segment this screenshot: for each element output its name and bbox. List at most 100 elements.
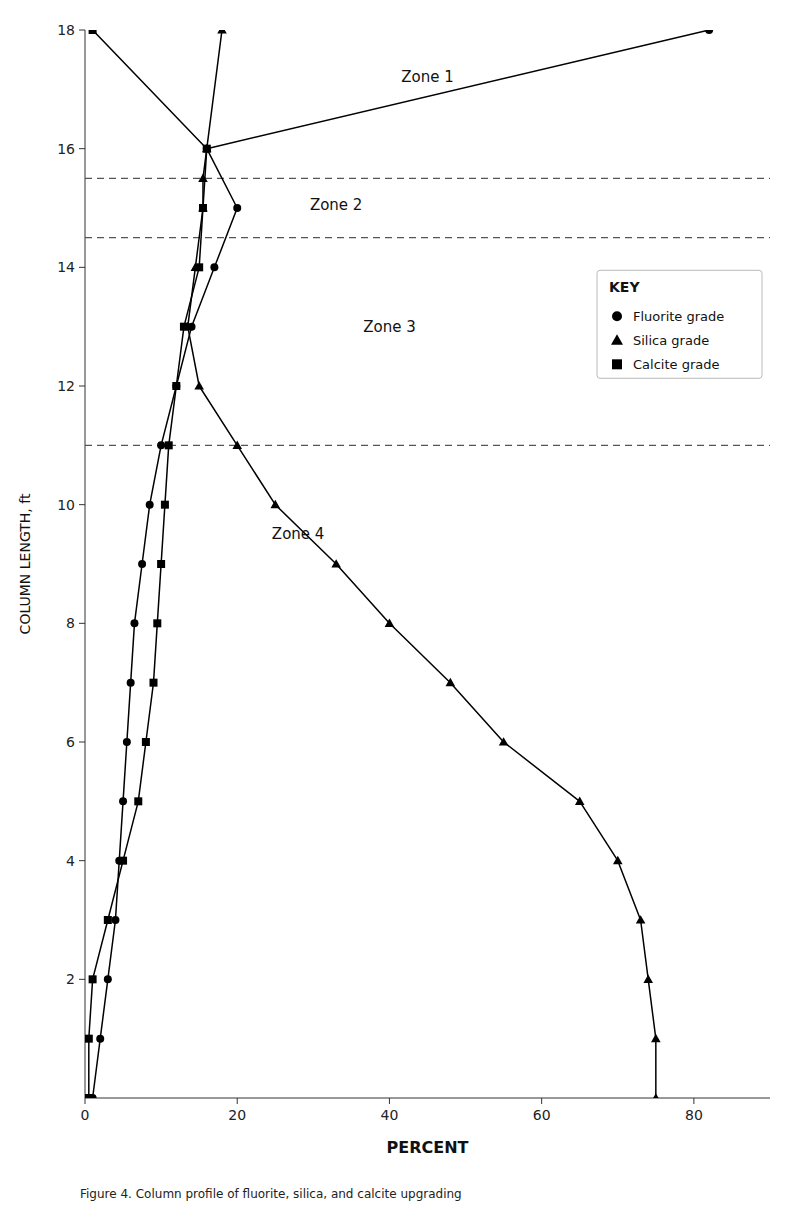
point	[89, 975, 97, 983]
y-tick	[79, 623, 85, 624]
y-tick-label: 8	[66, 615, 75, 631]
point	[203, 145, 211, 153]
y-tick	[79, 148, 85, 149]
y-tick	[79, 860, 85, 861]
point	[198, 174, 208, 182]
y-tick	[79, 979, 85, 980]
y-tick	[79, 30, 85, 31]
y-axis-line	[85, 30, 86, 1098]
point	[202, 144, 212, 152]
point	[157, 560, 165, 568]
x-axis-line	[85, 1098, 770, 1099]
x-tick	[85, 1098, 86, 1104]
point	[85, 1035, 93, 1043]
series	[89, 30, 714, 1098]
point	[385, 619, 395, 627]
point	[123, 738, 131, 746]
y-axis-label: COLUMN LENGTH, ft	[17, 493, 33, 634]
x-axis-label: PERCENT	[387, 1138, 469, 1157]
x-tick-label: 20	[228, 1107, 246, 1123]
series	[183, 30, 661, 1098]
point	[127, 679, 135, 687]
point	[172, 382, 180, 390]
point	[651, 1093, 661, 1098]
point	[232, 441, 242, 449]
point	[575, 797, 585, 805]
caption: Figure 4. Column profile of fluorite, si…	[80, 1187, 462, 1201]
chart: 02040608024681012141618PERCENTCOLUMN LEN…	[0, 0, 800, 1218]
y-tick-label: 2	[66, 971, 75, 987]
point	[210, 263, 218, 271]
y-tick-label: 12	[57, 378, 75, 394]
point	[705, 30, 713, 34]
point	[104, 975, 112, 983]
series-line	[89, 30, 207, 1098]
point	[142, 738, 150, 746]
point	[194, 381, 204, 389]
point	[198, 203, 208, 211]
axes: 02040608024681012141618	[57, 22, 770, 1123]
point	[270, 500, 280, 508]
point	[119, 797, 127, 805]
point	[180, 323, 188, 331]
x-tick-label: 40	[381, 1107, 399, 1123]
point	[636, 915, 646, 923]
point	[119, 857, 127, 865]
y-tick	[79, 504, 85, 505]
legend-title: KEY	[609, 279, 640, 295]
legend-entry: Fluorite grade	[633, 309, 724, 324]
annotations: Zone 1 Zone 2 Zone 3 Zone 4	[272, 68, 454, 543]
point	[199, 204, 207, 212]
point	[643, 975, 653, 983]
reference-line	[85, 237, 770, 238]
legend-marker	[611, 334, 623, 345]
point	[153, 619, 161, 627]
point	[165, 441, 173, 449]
legend-marker	[612, 311, 622, 321]
point	[146, 501, 154, 509]
zone-label: Zone 1	[401, 68, 454, 86]
plot-area	[85, 30, 770, 1098]
point	[161, 501, 169, 509]
reference-line	[85, 445, 770, 446]
point	[111, 916, 119, 924]
series	[85, 30, 211, 1098]
x-tick-label: 60	[533, 1107, 551, 1123]
point	[130, 619, 138, 627]
y-tick	[79, 742, 85, 743]
point	[446, 678, 456, 686]
point	[104, 916, 112, 924]
zone-label: Zone 4	[272, 525, 325, 543]
zone-label: Zone 3	[363, 318, 416, 336]
x-tick	[693, 1098, 694, 1104]
legend: KEY Fluorite grade Silica grade Calcite gra…	[597, 270, 762, 378]
point	[651, 1034, 661, 1042]
point	[134, 797, 142, 805]
point	[172, 382, 180, 390]
point	[499, 737, 509, 745]
legend-entry: Silica grade	[633, 333, 709, 348]
y-tick-label: 16	[57, 141, 75, 157]
y-tick-label: 10	[57, 497, 75, 513]
point	[150, 679, 158, 687]
point	[157, 441, 165, 449]
legend-marker	[612, 359, 622, 369]
y-tick-label: 14	[57, 259, 75, 275]
point	[203, 145, 211, 153]
series-line	[93, 30, 710, 1098]
y-tick-label: 18	[57, 22, 75, 38]
point	[217, 30, 227, 34]
y-tick-label: 6	[66, 734, 75, 750]
point	[89, 30, 97, 34]
zone-label: Zone 2	[310, 196, 363, 214]
y-tick	[79, 267, 85, 268]
x-tick	[541, 1098, 542, 1104]
point	[331, 559, 341, 567]
x-tick	[237, 1098, 238, 1104]
legend-entry: Calcite grade	[633, 357, 719, 372]
reference-line	[85, 178, 770, 179]
x-tick-label: 0	[81, 1107, 90, 1123]
x-tick	[389, 1098, 390, 1104]
legend-box	[597, 270, 762, 378]
point	[138, 560, 146, 568]
